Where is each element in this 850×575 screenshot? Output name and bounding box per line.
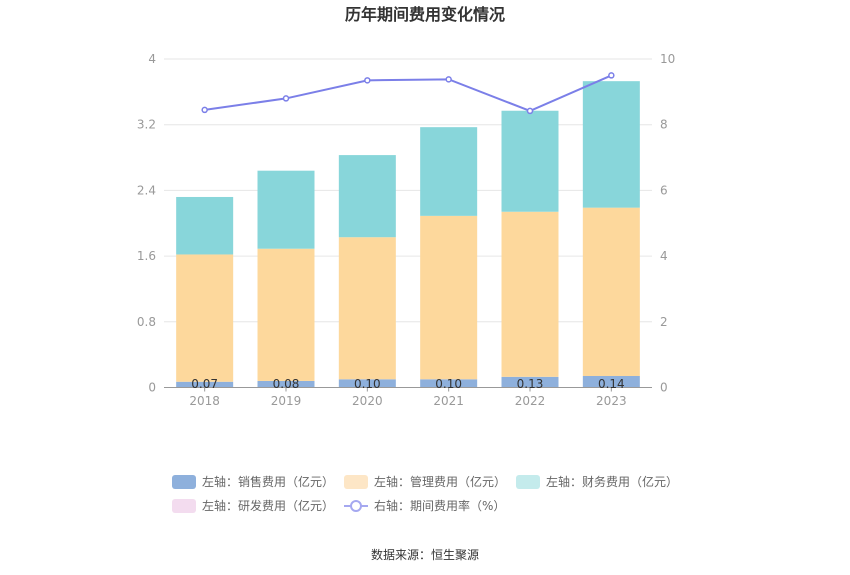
data-label: 0.10 [435,377,462,391]
legend-swatch [172,499,196,513]
data-label: 0.14 [598,377,625,391]
line-point [201,106,208,114]
bar-segment [338,237,396,380]
x-tick-label: 2018 [189,394,220,408]
bar-segment [582,207,640,377]
bar-segment [420,379,478,388]
right-tick-label: 4 [660,249,668,263]
bar-segment [582,81,640,208]
legend-swatch [344,475,368,489]
x-axis: 2018 2019 2020 2021 2022 2023 [189,387,627,408]
bar-segment [176,254,234,382]
x-tick-label: 2019 [271,394,302,408]
bar-segment [338,379,396,388]
data-label: 0.13 [517,377,544,391]
right-tick-label: 10 [660,52,675,66]
data-label: 0.07 [191,377,218,391]
line-point [364,77,371,84]
left-axis: 0 0.8 1.6 2.4 3.2 4 [137,52,156,395]
line-path [204,74,612,112]
legend-label: 左轴：财务费用（亿元） [546,474,678,489]
legend: 左轴：销售费用（亿元） 左轴：管理费用（亿元） 左轴：财务费用（亿元） 左轴：研发费用… [172,474,678,513]
grid [164,58,652,323]
line-series [201,72,615,115]
data-label: 0.10 [354,377,381,391]
line-point [526,107,534,115]
right-tick-label: 6 [660,183,668,197]
right-tick-label: 2 [660,315,668,329]
x-tick-label: 2023 [596,394,627,408]
data-labels: 0.07 0.08 0.10 0.10 0.13 0.14 [191,377,624,391]
x-tick-label: 2020 [352,394,383,408]
left-tick-label: 0 [148,381,156,395]
left-tick-label: 2.4 [137,183,156,197]
line-point [445,76,452,83]
bar-segment [501,376,559,388]
bars [176,81,640,388]
legend-swatch-marker [350,500,362,512]
bar-segment [176,381,234,388]
bar-segment [257,170,315,249]
right-tick-label: 0 [660,381,668,395]
bar-segment [501,110,559,212]
legend-swatch [172,475,196,489]
legend-label: 左轴：研发费用（亿元） [202,498,334,513]
left-tick-label: 0.8 [137,315,156,329]
x-tick-label: 2021 [433,394,464,408]
bar-segment [501,211,559,377]
line-point [282,95,290,102]
data-label: 0.08 [273,377,300,391]
legend-swatch [516,475,540,489]
legend-label: 左轴：管理费用（亿元） [374,474,506,489]
left-tick-label: 4 [148,52,156,66]
chart-title: 历年期间费用变化情况 [345,5,505,24]
bar-segment [420,127,478,216]
bar-segment [257,248,315,381]
line-point [608,72,615,79]
right-axis: 0 2 4 6 8 10 [660,52,675,395]
source-note: 数据来源：恒生聚源 [371,547,479,562]
left-tick-label: 1.6 [137,249,156,263]
bar-segment [338,155,396,238]
bar-segment [582,376,640,388]
bar-segment [420,215,478,380]
x-tick-label: 2022 [515,394,546,408]
bar-segment [257,380,315,388]
right-tick-label: 8 [660,118,668,132]
legend-label: 右轴：期间费用率（%） [374,498,505,513]
left-tick-label: 3.2 [137,118,156,132]
legend-label: 左轴：销售费用（亿元） [202,474,334,489]
bar-segment [176,196,234,255]
